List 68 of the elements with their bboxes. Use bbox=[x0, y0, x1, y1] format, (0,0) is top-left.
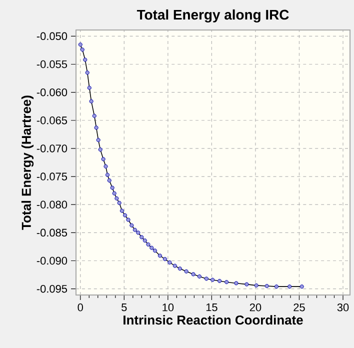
point bbox=[112, 191, 116, 196]
point bbox=[105, 172, 110, 177]
point bbox=[136, 230, 140, 235]
point bbox=[254, 283, 258, 288]
x-tick-label: 15 bbox=[206, 304, 218, 312]
point bbox=[83, 58, 88, 62]
point bbox=[146, 242, 150, 247]
point bbox=[85, 70, 90, 75]
point bbox=[210, 278, 215, 282]
point bbox=[89, 99, 94, 104]
y-tick-label: -0.070 bbox=[36, 144, 68, 152]
point bbox=[162, 257, 167, 262]
x-tick-label: 20 bbox=[250, 304, 262, 312]
point bbox=[132, 228, 137, 232]
x-tick-label: 0 bbox=[78, 304, 83, 312]
point bbox=[158, 254, 162, 258]
y-tick-label: -0.095 bbox=[36, 284, 68, 293]
y-tick-label: -0.055 bbox=[36, 60, 68, 68]
point bbox=[172, 264, 177, 268]
y-tick-label: -0.085 bbox=[36, 228, 68, 237]
point bbox=[114, 196, 119, 200]
x-tick-label: 5 bbox=[122, 304, 127, 312]
point bbox=[122, 213, 128, 218]
point bbox=[130, 223, 134, 228]
point bbox=[104, 164, 108, 168]
y-tick-label: -0.090 bbox=[36, 256, 68, 265]
point bbox=[197, 274, 202, 279]
point bbox=[110, 186, 114, 190]
point bbox=[184, 269, 188, 274]
y-axis-title: Total Energy (Hartree) bbox=[21, 96, 34, 230]
point bbox=[288, 284, 292, 289]
point bbox=[142, 238, 147, 243]
point bbox=[107, 178, 112, 183]
x-tick-label: 30 bbox=[337, 304, 349, 312]
point bbox=[96, 138, 100, 142]
point bbox=[101, 157, 106, 162]
point bbox=[264, 284, 269, 288]
point bbox=[87, 86, 92, 90]
point bbox=[178, 266, 182, 271]
chart-title: Total Energy along IRC bbox=[136, 9, 289, 22]
y-tick-label: -0.075 bbox=[36, 172, 68, 180]
point bbox=[94, 126, 98, 130]
point bbox=[140, 235, 144, 240]
point bbox=[244, 282, 249, 286]
point bbox=[126, 218, 130, 222]
y-tick-label: -0.065 bbox=[36, 116, 68, 124]
point bbox=[300, 284, 304, 289]
point bbox=[150, 246, 154, 250]
point bbox=[274, 284, 279, 289]
y-tick-label: -0.050 bbox=[36, 32, 68, 40]
point bbox=[152, 248, 158, 253]
point bbox=[120, 208, 124, 213]
point bbox=[117, 200, 122, 205]
point bbox=[78, 42, 82, 47]
x-tick-label: 25 bbox=[294, 304, 305, 312]
point bbox=[98, 148, 102, 152]
point bbox=[168, 260, 172, 264]
point bbox=[204, 276, 208, 281]
point bbox=[224, 280, 229, 284]
point bbox=[218, 278, 222, 284]
point bbox=[80, 48, 84, 52]
y-tick-label: -0.080 bbox=[36, 200, 68, 208]
y-tick-label: -0.060 bbox=[36, 88, 68, 96]
x-tick-label: 10 bbox=[162, 304, 174, 312]
x-axis-title: Intrinsic Reaction Coordinate bbox=[124, 315, 303, 325]
point bbox=[92, 114, 96, 118]
point bbox=[234, 281, 238, 286]
point bbox=[191, 272, 196, 276]
